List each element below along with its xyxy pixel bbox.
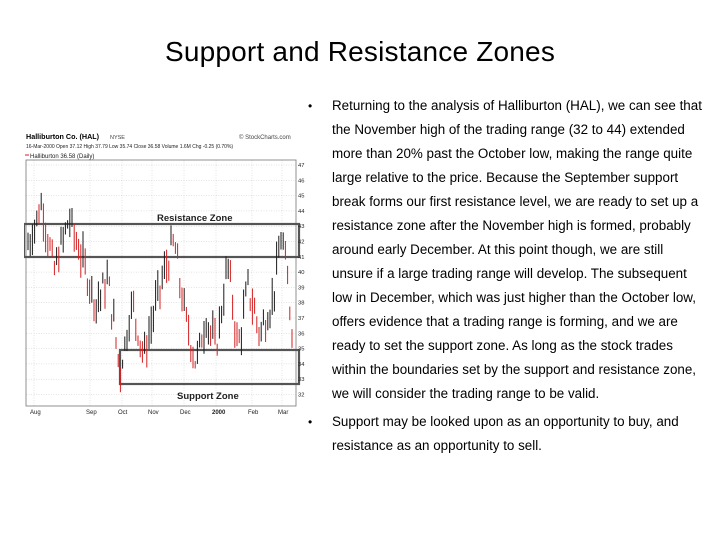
y-tick-label: 32 xyxy=(298,393,304,399)
x-tick-label: Oct xyxy=(118,410,128,416)
resistance-zone-label: Resistance Zone xyxy=(157,213,233,224)
y-tick-label: 46 xyxy=(298,178,304,184)
bullet-item: • Support may be looked upon as an oppor… xyxy=(302,410,702,458)
x-tick-label: Feb xyxy=(248,410,259,416)
bullet-list: • Returning to the analysis of Halliburt… xyxy=(302,94,702,458)
x-tick-label: Mar xyxy=(278,410,288,416)
resistance-zone-box xyxy=(24,222,301,259)
chart-header-left: Halliburton Co. (HAL) xyxy=(26,132,100,141)
y-tick-label: 40 xyxy=(298,270,304,276)
chart-header-exchange: NYSE xyxy=(110,135,125,141)
bullet-text-1: Returning to the analysis of Halliburton… xyxy=(332,98,702,401)
stock-chart-image: Halliburton Co. (HAL) NYSE © StockCharts… xyxy=(24,131,308,418)
y-tick-label: 36 xyxy=(298,331,304,337)
price-bars xyxy=(27,192,293,393)
x-tick-label: Nov xyxy=(148,410,159,416)
bullet-dot: • xyxy=(308,415,313,429)
bullet-dot: • xyxy=(308,99,313,113)
x-tick-label: Sep xyxy=(86,410,97,416)
chart-header-right: © StockCharts.com xyxy=(239,134,291,141)
y-tick-label: 45 xyxy=(298,194,304,200)
y-tick-label: 37 xyxy=(298,316,304,322)
bullet-text-2: Support may be looked upon as an opportu… xyxy=(332,414,679,453)
support-zone-label: Support Zone xyxy=(177,391,239,402)
chart-background xyxy=(24,131,308,418)
y-tick-label: 43 xyxy=(298,224,304,230)
y-tick-label: 44 xyxy=(298,209,305,215)
y-tick-label: 41 xyxy=(298,255,304,261)
y-axis-labels: 47 46 45 44 43 42 41 40 39 38 37 36 35 34 33 32 xyxy=(298,163,305,399)
x-tick-label: 2000 xyxy=(212,410,226,416)
plot-frame xyxy=(25,159,297,407)
x-tick-label: Dec xyxy=(180,410,191,416)
y-tick-label: 47 xyxy=(298,163,304,169)
y-tick-label: 35 xyxy=(298,347,304,353)
y-tick-label: 33 xyxy=(298,377,304,383)
x-tick-label: Aug xyxy=(30,410,41,416)
chart-stats-line: 16-Mar-2000 Open 37.12 High 37.79 Low 35… xyxy=(26,144,233,150)
y-tick-label: 42 xyxy=(298,240,304,246)
chart-legend: Halliburton 36.58 (Daily) xyxy=(30,154,94,160)
slide-title: Support and Resistance Zones xyxy=(164,36,556,67)
bullet-item: • Returning to the analysis of Halliburt… xyxy=(302,94,702,406)
y-tick-label: 39 xyxy=(298,285,304,291)
y-tick-label: 38 xyxy=(298,301,304,307)
x-axis-labels: Aug Sep Oct Nov Dec 2000 Feb Mar xyxy=(30,410,288,416)
y-tick-label: 34 xyxy=(298,362,305,368)
chart-grid xyxy=(26,160,296,406)
support-zone-box xyxy=(118,348,301,386)
